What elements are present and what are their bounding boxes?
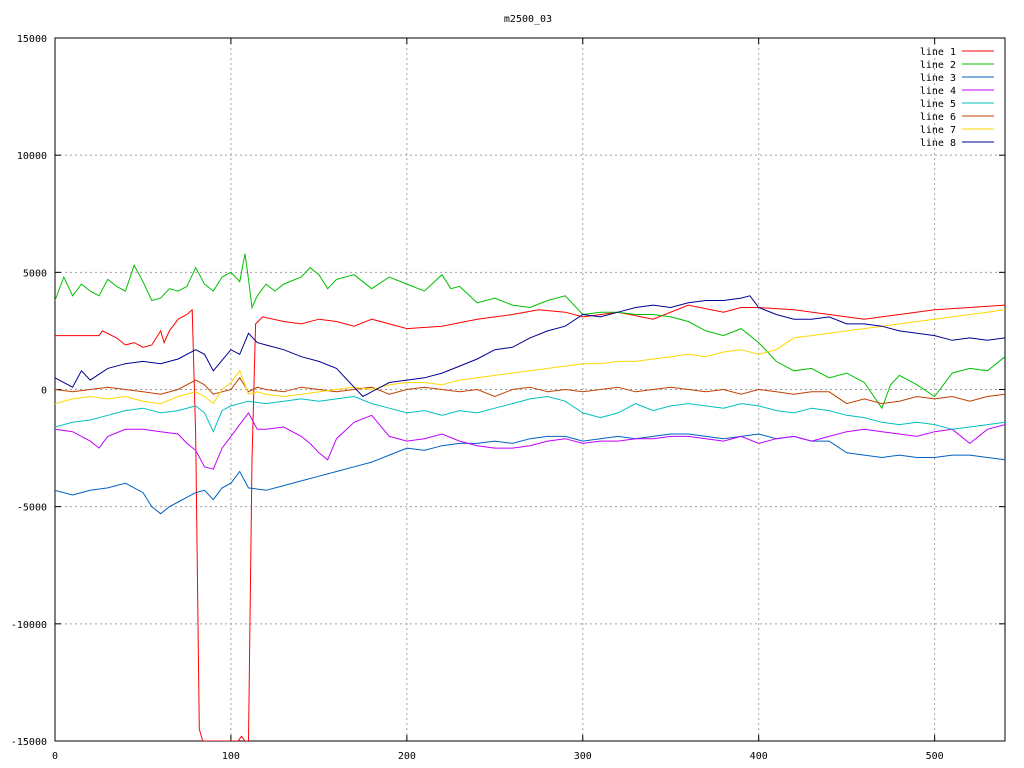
y-tick-label: -10000	[11, 620, 47, 631]
series-lines	[55, 253, 1005, 741]
legend-label-5: line 5	[920, 99, 956, 110]
series-line-3	[55, 433, 1005, 515]
series-line-2	[55, 253, 1005, 410]
x-tick-label: 300	[574, 751, 592, 762]
legend-label-8: line 8	[920, 138, 956, 149]
x-tick-label: 500	[926, 751, 944, 762]
legend: line 1 line 2 line 3 line 4 line 5 line 6 line…	[920, 47, 994, 149]
series-line-4	[55, 411, 1005, 470]
series-line-6	[55, 376, 1005, 405]
chart-title: m2500_03	[504, 14, 552, 25]
y-tick-label: -5000	[17, 503, 47, 514]
y-tick-label: 15000	[17, 34, 47, 45]
y-tick-label: 5000	[23, 268, 47, 279]
series-line-1	[55, 304, 1005, 741]
x-tick-label: 0	[52, 751, 58, 762]
y-tick-label: -15000	[11, 737, 47, 748]
legend-label-4: line 4	[920, 86, 956, 97]
legend-label-1: line 1	[920, 47, 956, 58]
series-line-7	[55, 309, 1005, 405]
grid-lines	[55, 38, 1005, 741]
y-tick-label: 10000	[17, 151, 47, 162]
tick-labels: 0 100 200 300 400 500 -15000 -10000 -5000 0 5000 10…	[11, 34, 944, 762]
legend-label-7: line 7	[920, 125, 956, 136]
legend-label-3: line 3	[920, 73, 956, 84]
series-line-8	[55, 295, 1005, 398]
x-tick-label: 400	[750, 751, 768, 762]
y-tick-label: 0	[41, 386, 47, 397]
x-tick-label: 200	[398, 751, 416, 762]
legend-label-2: line 2	[920, 60, 956, 71]
series-line-5	[55, 395, 1005, 433]
x-tick-label: 100	[222, 751, 240, 762]
legend-label-6: line 6	[920, 112, 956, 123]
